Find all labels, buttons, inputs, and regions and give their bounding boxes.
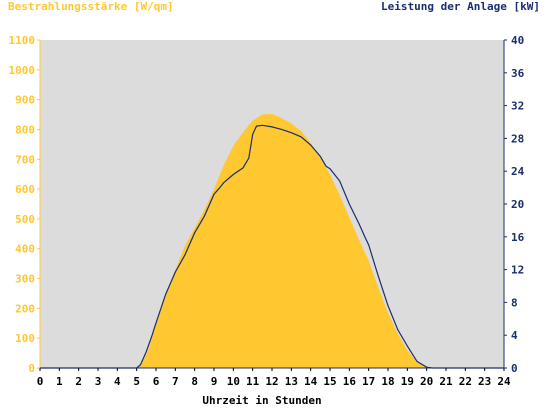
x-tick-label: 15	[323, 375, 336, 388]
left-tick-label: 100	[15, 332, 35, 345]
x-tick-label: 1	[56, 375, 63, 388]
x-tick-label: 5	[133, 375, 140, 388]
left-tick-label: 500	[15, 213, 35, 226]
x-tick-label: 16	[343, 375, 357, 388]
x-tick-label: 19	[401, 375, 414, 388]
x-tick-label: 9	[211, 375, 218, 388]
left-tick-label: 700	[15, 153, 35, 166]
x-tick-label: 20	[420, 375, 433, 388]
x-tick-label: 8	[191, 375, 198, 388]
left-tick-label: 300	[15, 273, 35, 286]
x-tick-label: 7	[172, 375, 179, 388]
x-tick-label: 10	[227, 375, 240, 388]
right-tick-label: 24	[511, 165, 525, 178]
x-tick-label: 6	[153, 375, 160, 388]
irradiance-area	[40, 113, 504, 369]
left-tick-label: 800	[15, 123, 35, 136]
right-tick-label: 0	[511, 362, 518, 375]
right-axis-title: Leistung der Anlage [kW]	[381, 0, 540, 13]
x-axis-title: Uhrzeit in Stunden	[202, 394, 321, 407]
right-tick-label: 20	[511, 198, 524, 211]
left-tick-label: 1100	[9, 34, 36, 47]
x-tick-label: 14	[304, 375, 318, 388]
right-axis-ticks: 0 4 8 12 16 20 24 28 32 36 40	[504, 34, 525, 375]
x-tick-label: 21	[439, 375, 453, 388]
right-tick-label: 4	[511, 329, 518, 342]
x-tick-label: 2	[75, 375, 82, 388]
right-tick-label: 8	[511, 296, 518, 309]
right-tick-label: 28	[511, 132, 524, 145]
x-tick-label: 24	[497, 375, 511, 388]
x-tick-label: 22	[459, 375, 472, 388]
left-tick-label: 900	[15, 94, 35, 107]
right-tick-label: 32	[511, 100, 524, 113]
power-line	[40, 124, 504, 369]
left-tick-label: 600	[15, 183, 35, 196]
x-tick-label: 11	[246, 375, 260, 388]
right-tick-label: 12	[511, 264, 524, 277]
x-tick-label: 12	[265, 375, 278, 388]
x-tick-label: 13	[285, 375, 298, 388]
left-tick-label: 400	[15, 243, 35, 256]
x-tick-label: 17	[362, 375, 375, 388]
power-layer	[40, 124, 504, 369]
right-tick-label: 40	[511, 34, 524, 47]
left-axis-title: Bestrahlungsstärke [W/qm]	[8, 0, 174, 13]
x-tick-label: 0	[37, 375, 44, 388]
right-tick-label: 16	[511, 231, 525, 244]
x-tick-label: 3	[95, 375, 102, 388]
left-axis-ticks: 0 100 200 300 400 500 600 700 800 900 1000 1100	[9, 34, 40, 375]
x-axis-ticks: 0 1 2 3 4 5 6 7 8 9 10 11 12 13 14 15 16 17 18 19 20 21 22 23 24	[37, 368, 511, 388]
right-tick-label: 36	[511, 67, 525, 80]
left-tick-label: 200	[15, 302, 35, 315]
x-tick-label: 18	[381, 375, 394, 388]
irradiance-layer	[40, 113, 504, 369]
x-tick-label: 4	[114, 375, 121, 388]
left-tick-label: 0	[28, 362, 35, 375]
left-tick-label: 1000	[9, 64, 36, 77]
x-tick-label: 23	[478, 375, 491, 388]
